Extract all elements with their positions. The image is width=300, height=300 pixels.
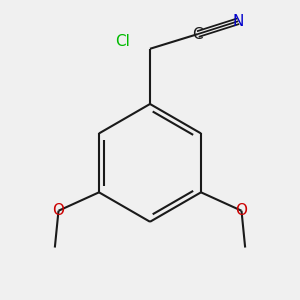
- Text: N: N: [232, 14, 244, 29]
- Text: C: C: [193, 27, 203, 42]
- Text: O: O: [52, 203, 64, 218]
- Text: Cl: Cl: [115, 34, 130, 49]
- Text: O: O: [236, 203, 247, 218]
